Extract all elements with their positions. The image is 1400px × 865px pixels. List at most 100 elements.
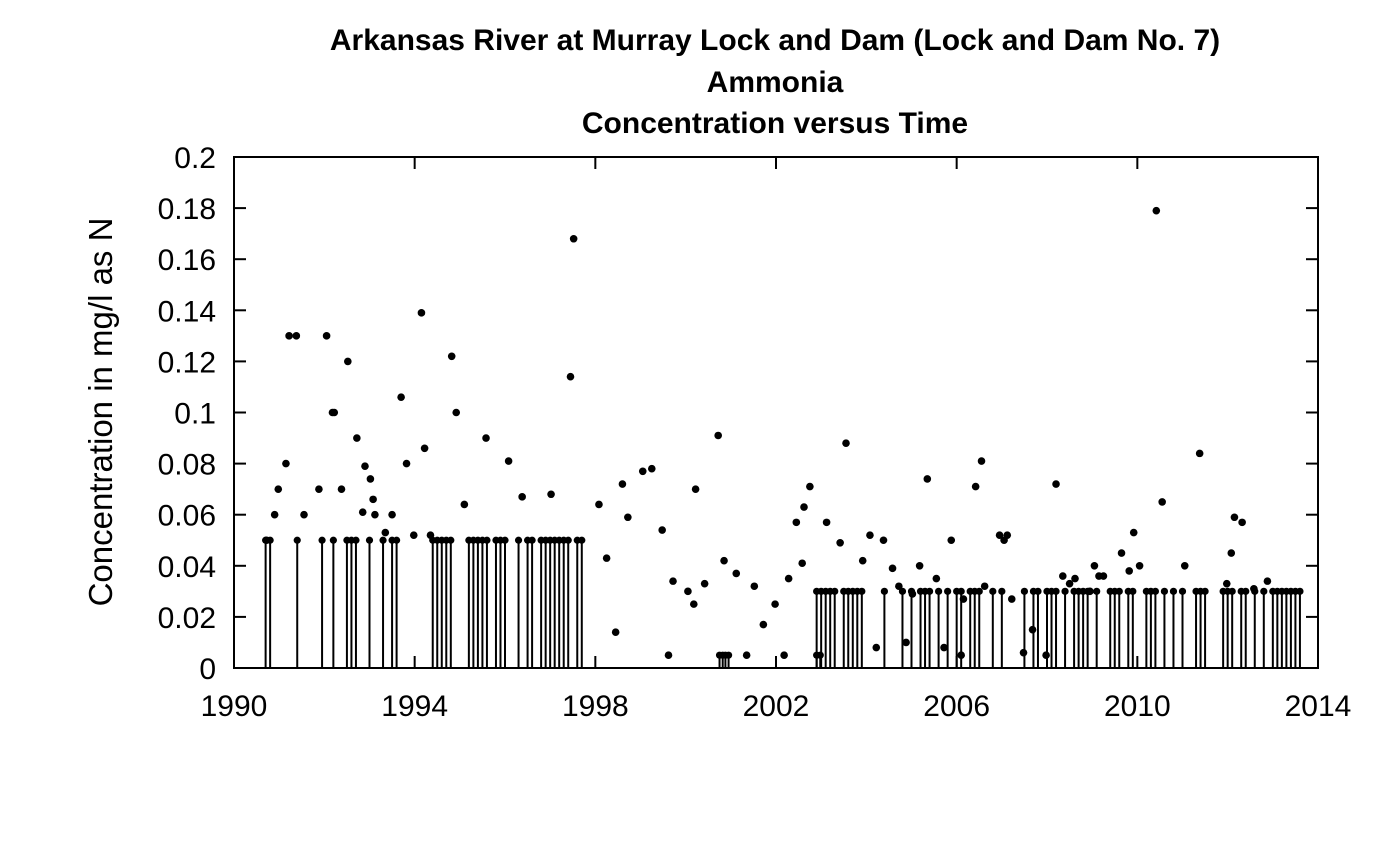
x-tick-label: 1990 bbox=[201, 690, 268, 723]
censored-point bbox=[935, 587, 943, 595]
censored-point bbox=[501, 536, 509, 544]
censored-point bbox=[1260, 587, 1268, 595]
censored-point bbox=[447, 536, 455, 544]
data-point bbox=[771, 600, 779, 608]
data-point bbox=[482, 434, 490, 442]
data-point bbox=[1238, 518, 1246, 527]
censored-point bbox=[365, 536, 374, 544]
data-point bbox=[409, 531, 418, 539]
y-tick-label: 0.1 bbox=[174, 398, 216, 431]
censored-point bbox=[1228, 587, 1236, 595]
data-point bbox=[292, 332, 301, 340]
censored-point bbox=[858, 587, 866, 595]
data-point bbox=[1195, 449, 1204, 458]
censored-point bbox=[1020, 587, 1029, 595]
data-point bbox=[460, 500, 469, 509]
data-point bbox=[1117, 549, 1126, 557]
data-point bbox=[923, 475, 932, 483]
data-point bbox=[569, 234, 578, 243]
data-point bbox=[300, 510, 308, 519]
title-line-3: Concentration versus Time bbox=[582, 107, 968, 140]
y-tick-label: 0.08 bbox=[158, 449, 216, 482]
data-point bbox=[684, 587, 692, 596]
data-point bbox=[879, 536, 888, 545]
data-point bbox=[285, 332, 293, 340]
censored-point bbox=[944, 587, 952, 595]
data-point bbox=[1135, 562, 1144, 570]
censored-point bbox=[1242, 587, 1250, 595]
data-point bbox=[618, 480, 627, 488]
data-point bbox=[282, 459, 290, 468]
censored-point bbox=[329, 536, 337, 544]
data-point bbox=[792, 518, 801, 527]
data-point bbox=[915, 562, 924, 570]
data-point bbox=[691, 485, 700, 493]
data-point bbox=[388, 510, 396, 519]
data-point bbox=[822, 518, 831, 527]
data-point bbox=[732, 569, 741, 578]
censored-point bbox=[1151, 587, 1159, 595]
censored-point bbox=[1160, 587, 1169, 595]
data-point bbox=[1227, 549, 1236, 557]
data-point bbox=[700, 579, 709, 588]
data-point bbox=[842, 439, 850, 447]
data-point bbox=[940, 643, 948, 652]
y-tick-label: 0.2 bbox=[174, 142, 216, 175]
data-point bbox=[381, 528, 390, 537]
censored-point bbox=[528, 536, 536, 544]
title-line-1: Arkansas River at Murray Lock and Dam (L… bbox=[330, 24, 1220, 57]
censored-point bbox=[1093, 587, 1101, 595]
x-tick-label: 1998 bbox=[562, 690, 629, 723]
data-point bbox=[888, 564, 897, 573]
data-point bbox=[1090, 562, 1099, 570]
censored-point bbox=[293, 536, 301, 544]
data-point bbox=[1152, 206, 1161, 215]
data-point bbox=[417, 309, 426, 317]
x-tick-label: 2002 bbox=[743, 690, 810, 723]
data-point bbox=[602, 554, 611, 562]
data-point bbox=[353, 434, 361, 442]
data-point bbox=[1003, 531, 1012, 539]
data-point bbox=[806, 482, 814, 491]
data-point bbox=[369, 495, 377, 504]
chart-title: Arkansas River at Murray Lock and Dam (L… bbox=[330, 24, 1220, 140]
data-point bbox=[932, 574, 941, 583]
censored-point bbox=[352, 536, 360, 544]
censored-point bbox=[1251, 587, 1259, 595]
censored-point bbox=[564, 536, 572, 544]
data-point bbox=[1099, 572, 1108, 580]
censored-point bbox=[1178, 587, 1187, 595]
data-point bbox=[595, 500, 603, 509]
data-point bbox=[689, 600, 698, 608]
y-tick-label: 0.18 bbox=[158, 193, 216, 226]
censored-point bbox=[578, 536, 586, 544]
data-point bbox=[902, 638, 910, 647]
data-point bbox=[1007, 595, 1016, 603]
data-point bbox=[658, 526, 666, 534]
censored-point bbox=[1084, 587, 1092, 595]
data-point bbox=[344, 357, 352, 366]
data-point bbox=[358, 508, 367, 516]
x-tick-label: 2014 bbox=[1285, 690, 1352, 723]
censored-point bbox=[989, 587, 997, 595]
censored-point bbox=[1201, 587, 1209, 595]
censored-point bbox=[266, 536, 274, 544]
data-point bbox=[638, 467, 647, 476]
data-point bbox=[977, 457, 986, 465]
data-point bbox=[566, 372, 575, 381]
censored-point bbox=[925, 587, 934, 595]
data-point bbox=[1065, 579, 1074, 588]
data-point bbox=[330, 408, 339, 417]
censored-point bbox=[514, 536, 523, 544]
censored-point bbox=[898, 587, 907, 595]
censored-point bbox=[1061, 587, 1069, 595]
data-point bbox=[1125, 567, 1134, 575]
censored-point bbox=[393, 536, 401, 544]
data-point bbox=[980, 582, 989, 591]
censored-point bbox=[880, 587, 889, 595]
censored-point bbox=[975, 587, 983, 595]
data-point bbox=[452, 408, 461, 417]
data-point bbox=[971, 482, 980, 491]
data-point bbox=[780, 651, 788, 660]
